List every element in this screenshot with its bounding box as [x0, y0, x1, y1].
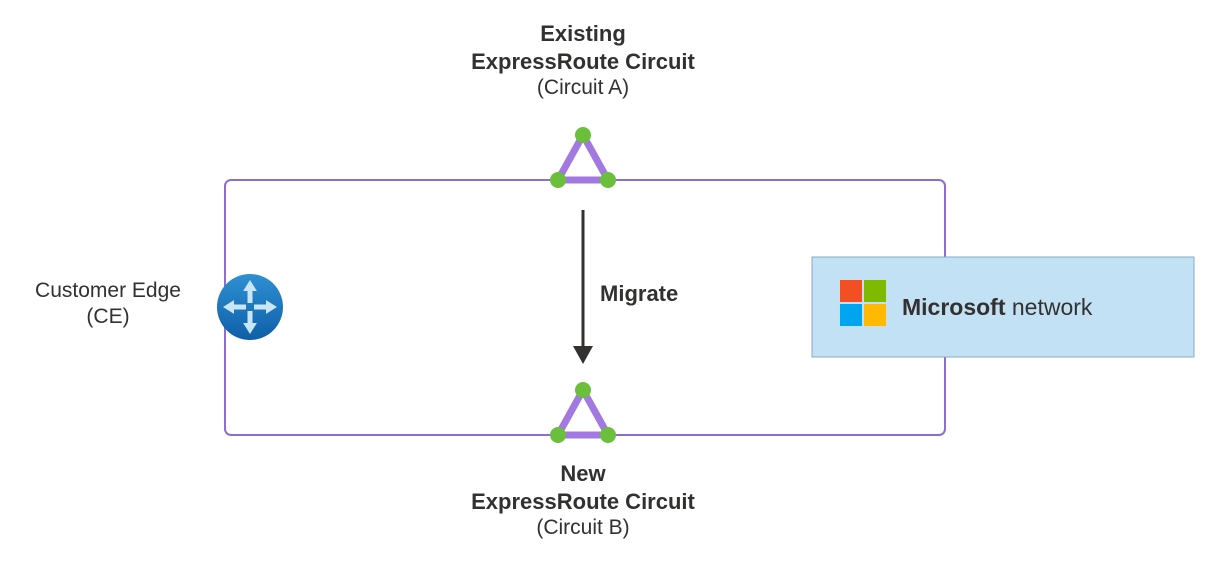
top-circuit-title-line1: Existing	[460, 20, 706, 48]
top-circuit-node-2	[600, 172, 616, 188]
bottom-circuit-node-1	[550, 427, 566, 443]
ms-logo-br	[864, 304, 886, 326]
bottom-circuit-title: New ExpressRoute Circuit (Circuit B)	[460, 460, 706, 541]
bottom-circuit-subtitle: (Circuit B)	[460, 515, 706, 541]
microsoft-text-regular: network	[1006, 294, 1093, 320]
bottom-circuit-node-0	[575, 382, 591, 398]
bottom-circuit-title-line2: ExpressRoute Circuit	[460, 488, 706, 516]
bottom-circuit-title-line1: New	[460, 460, 706, 488]
customer-edge-label: Customer Edge (CE)	[18, 278, 198, 331]
ms-logo-tl	[840, 280, 862, 302]
bottom-circuit-node-2	[600, 427, 616, 443]
top-circuit-title-line2: ExpressRoute Circuit	[460, 48, 706, 76]
migrate-label: Migrate	[600, 280, 720, 308]
migrate-arrow-head	[573, 346, 593, 364]
ms-logo-bl	[840, 304, 862, 326]
microsoft-text-bold: Microsoft	[902, 294, 1006, 320]
ms-logo-tr	[864, 280, 886, 302]
top-circuit-subtitle: (Circuit A)	[460, 75, 706, 101]
diagram-stage: Existing ExpressRoute Circuit (Circuit A…	[0, 0, 1214, 572]
top-circuit-node-0	[575, 127, 591, 143]
top-circuit-title: Existing ExpressRoute Circuit (Circuit A…	[460, 20, 706, 101]
customer-edge-line2: (CE)	[18, 304, 198, 330]
microsoft-network-label: Microsoft network	[902, 293, 1092, 322]
top-circuit-node-1	[550, 172, 566, 188]
customer-edge-line1: Customer Edge	[18, 278, 198, 304]
